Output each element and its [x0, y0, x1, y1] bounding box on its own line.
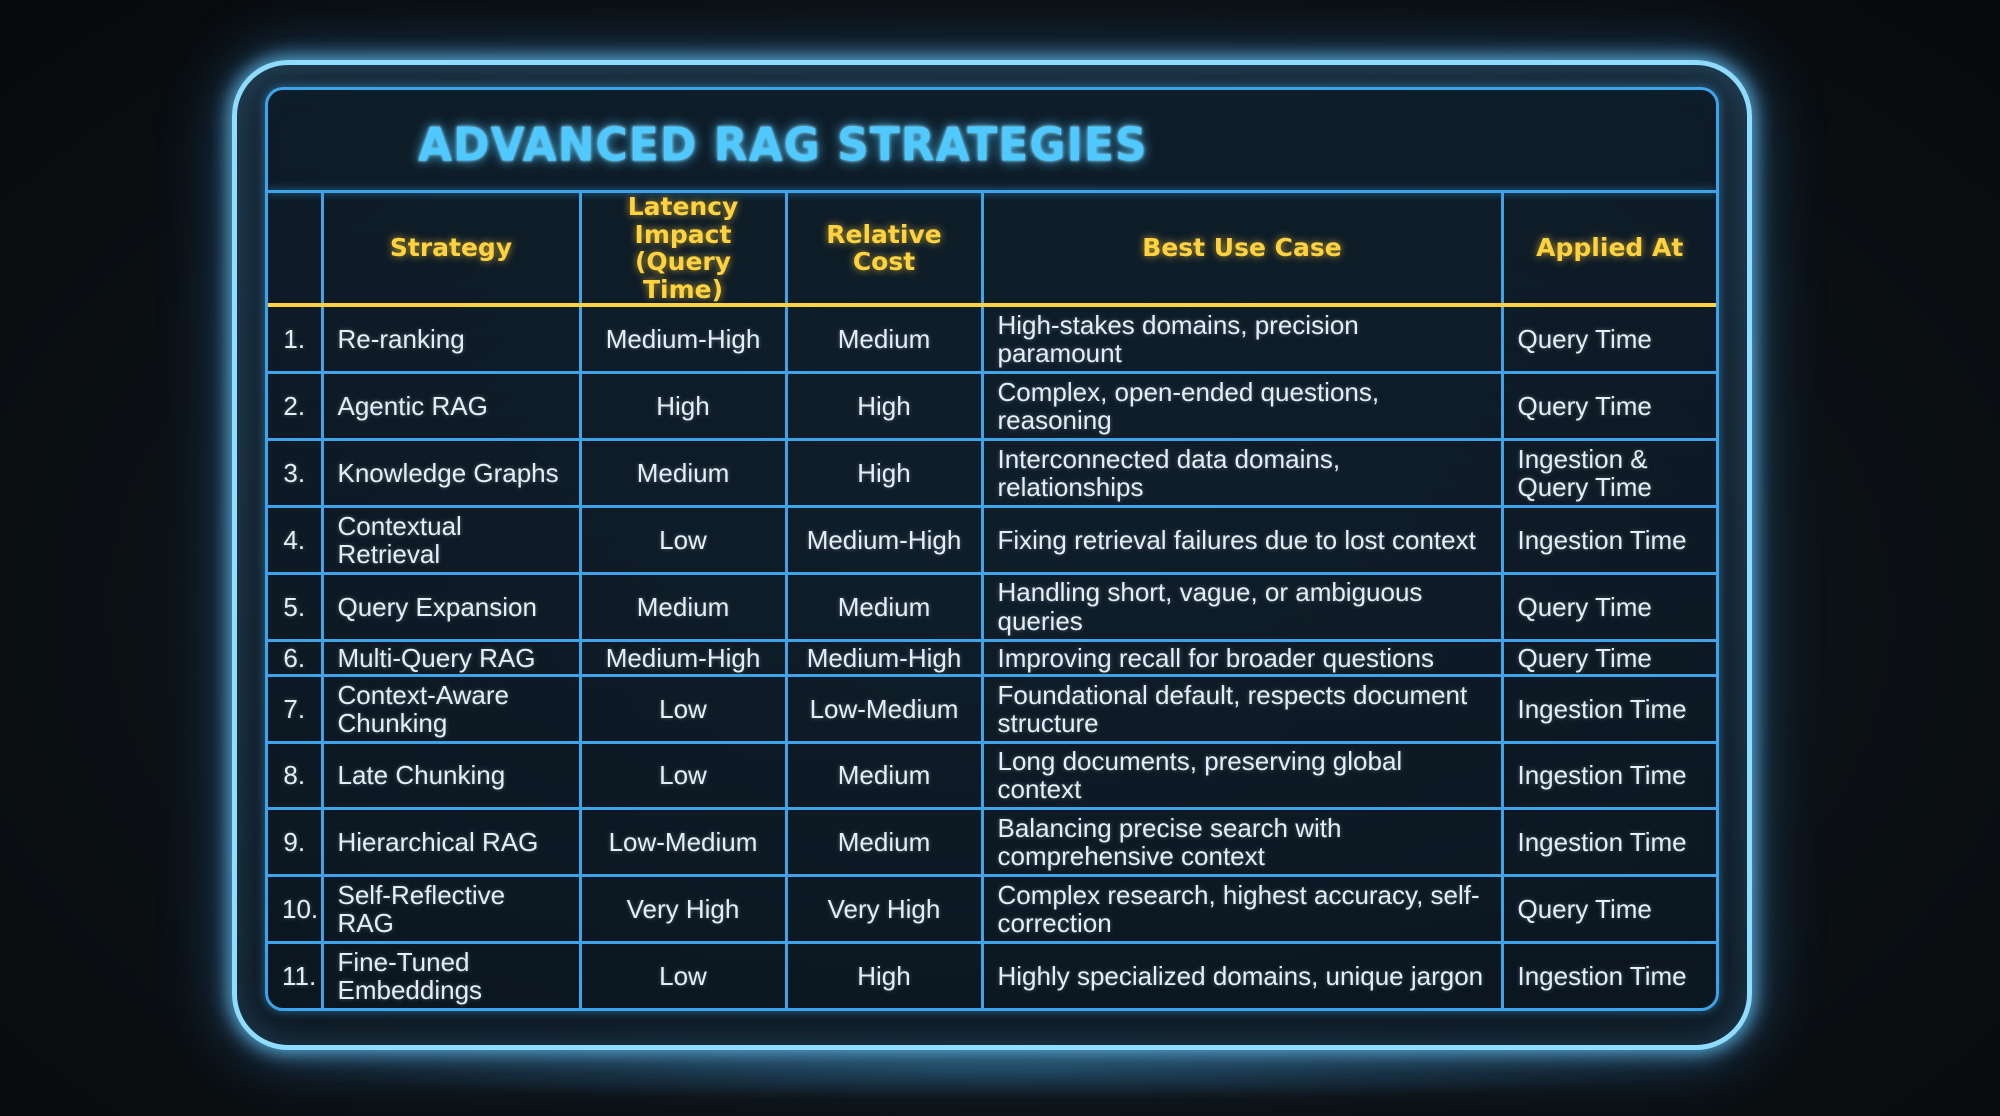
cost-cell: Medium-High	[784, 504, 984, 575]
row-number: 10.	[268, 874, 324, 945]
applied-cell: Query Time	[1500, 303, 1716, 374]
table-row: 1. Re-ranking Medium-High Medium High-stakes…	[268, 303, 1716, 374]
applied-cell: Ingestion & Query Time	[1500, 437, 1716, 508]
table-frame: ADVANCED RAG STRATEGIES Strategy Latency…	[265, 87, 1719, 1011]
header-latency: Latency Impact (Query Time)	[578, 193, 788, 307]
use-case-cell: Interconnected data domains, relationshi…	[980, 437, 1504, 508]
header-use-case: Best Use Case	[980, 193, 1504, 307]
cost-cell: Medium	[784, 807, 984, 878]
latency-cell: Low	[578, 740, 788, 811]
applied-cell: Query Time	[1500, 874, 1716, 945]
latency-cell: High	[578, 370, 788, 441]
strategy-cell: Fine-Tuned Embeddings	[320, 941, 582, 1008]
table-row: 8. Late Chunking Low Medium Long documents, …	[268, 740, 1716, 811]
row-number: 1.	[268, 303, 324, 374]
holographic-panel: ADVANCED RAG STRATEGIES Strategy Latency…	[232, 60, 1752, 1050]
strategy-cell: Context-Aware Chunking	[320, 673, 582, 744]
latency-cell: Low	[578, 941, 788, 1008]
cost-cell: High	[784, 437, 984, 508]
row-number: 7.	[268, 673, 324, 744]
cost-cell: High	[784, 941, 984, 1008]
header-number	[268, 193, 324, 307]
applied-cell: Query Time	[1500, 571, 1716, 642]
strategies-table: Strategy Latency Impact (Query Time) Rel…	[268, 193, 1716, 1008]
use-case-cell: Improving recall for broader questions	[980, 638, 1504, 677]
row-number: 6.	[268, 638, 324, 677]
table-row: 7. Context-Aware Chunking Low Low-Medium Fou…	[268, 673, 1716, 744]
row-number: 5.	[268, 571, 324, 642]
applied-cell: Query Time	[1500, 638, 1716, 677]
applied-cell: Query Time	[1500, 370, 1716, 441]
row-number: 11.	[268, 941, 324, 1008]
cost-cell: Very High	[784, 874, 984, 945]
strategy-cell: Contextual Retrieval	[320, 504, 582, 575]
latency-cell: Medium	[578, 437, 788, 508]
row-number: 2.	[268, 370, 324, 441]
applied-cell: Ingestion Time	[1500, 807, 1716, 878]
table-row: 11. Fine-Tuned Embeddings Low High Highly sp…	[268, 941, 1716, 1008]
strategy-cell: Re-ranking	[320, 303, 582, 374]
latency-cell: Medium	[578, 571, 788, 642]
table-row: 5. Query Expansion Medium Medium Handling sh…	[268, 571, 1716, 642]
table-row: 9. Hierarchical RAG Low-Medium Medium Balanc…	[268, 807, 1716, 878]
row-number: 3.	[268, 437, 324, 508]
strategy-cell: Self-Reflective RAG	[320, 874, 582, 945]
strategy-cell: Query Expansion	[320, 571, 582, 642]
use-case-cell: Foundational default, respects document …	[980, 673, 1504, 744]
use-case-cell: Complex research, highest accuracy, self…	[980, 874, 1504, 945]
use-case-cell: Complex, open-ended questions, reasoning	[980, 370, 1504, 441]
applied-cell: Ingestion Time	[1500, 740, 1716, 811]
title-divider	[268, 190, 1716, 193]
table-row: 4. Contextual Retrieval Low Medium-High Fixi…	[268, 504, 1716, 575]
header-applied: Applied At	[1500, 193, 1716, 307]
applied-cell: Ingestion Time	[1500, 673, 1716, 744]
use-case-cell: High-stakes domains, precision paramount	[980, 303, 1504, 374]
cost-cell: Medium	[784, 740, 984, 811]
latency-cell: Low-Medium	[578, 807, 788, 878]
strategy-cell: Late Chunking	[320, 740, 582, 811]
use-case-cell: Long documents, preserving global contex…	[980, 740, 1504, 811]
cost-cell: Low-Medium	[784, 673, 984, 744]
table-row: 2. Agentic RAG High High Complex, open-ended…	[268, 370, 1716, 441]
latency-cell: Low	[578, 673, 788, 744]
table-body: 1. Re-ranking Medium-High Medium High-stakes…	[268, 303, 1716, 1008]
row-number: 9.	[268, 807, 324, 878]
header-cost: Relative Cost	[784, 193, 984, 307]
cost-cell: Medium	[784, 571, 984, 642]
row-number: 4.	[268, 504, 324, 575]
strategy-cell: Hierarchical RAG	[320, 807, 582, 878]
cost-cell: High	[784, 370, 984, 441]
use-case-cell: Fixing retrieval failures due to lost co…	[980, 504, 1504, 575]
row-number: 8.	[268, 740, 324, 811]
cost-cell: Medium-High	[784, 638, 984, 677]
header-strategy: Strategy	[320, 193, 582, 307]
cost-cell: Medium	[784, 303, 984, 374]
latency-cell: Low	[578, 504, 788, 575]
latency-cell: Very High	[578, 874, 788, 945]
use-case-cell: Highly specialized domains, unique jargo…	[980, 941, 1504, 1008]
floor-glow	[250, 1040, 1750, 1100]
use-case-cell: Balancing precise search with comprehens…	[980, 807, 1504, 878]
strategy-cell: Agentic RAG	[320, 370, 582, 441]
strategy-cell: Multi-Query RAG	[320, 638, 582, 677]
latency-cell: Medium-High	[578, 303, 788, 374]
strategy-cell: Knowledge Graphs	[320, 437, 582, 508]
header-row: Strategy Latency Impact (Query Time) Rel…	[268, 193, 1716, 307]
page-title: ADVANCED RAG STRATEGIES	[418, 118, 1148, 173]
table-row: 6. Multi-Query RAG Medium-High Medium-High I…	[268, 638, 1716, 677]
table-row: 10. Self-Reflective RAG Very High Very High…	[268, 874, 1716, 945]
use-case-cell: Handling short, vague, or ambiguous quer…	[980, 571, 1504, 642]
applied-cell: Ingestion Time	[1500, 941, 1716, 1008]
latency-cell: Medium-High	[578, 638, 788, 677]
table-row: 3. Knowledge Graphs Medium High Interconnect…	[268, 437, 1716, 508]
applied-cell: Ingestion Time	[1500, 504, 1716, 575]
